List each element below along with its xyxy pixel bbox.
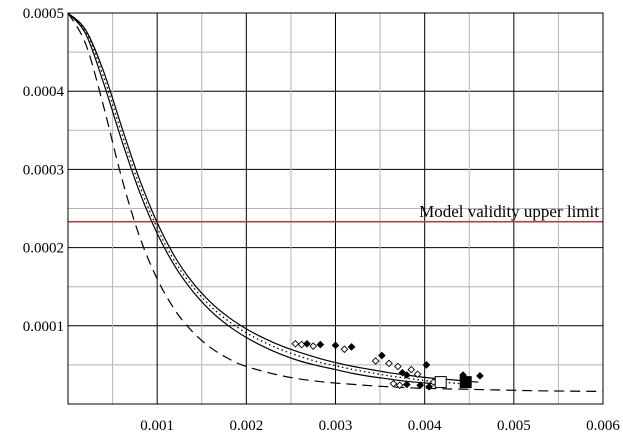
data-marker-diamond (331, 341, 340, 350)
series-line-2-dotted (67, 12, 461, 385)
data-marker-diamond (378, 351, 386, 360)
data-marker-square (459, 376, 472, 389)
x-tick-label: 0.005 (497, 418, 531, 434)
data-marker-diamond (407, 365, 416, 374)
data-marker-diamond (394, 362, 402, 371)
x-tick-label: 0.004 (408, 418, 442, 434)
y-tick-label: 0.0005 (23, 6, 64, 22)
data-marker-diamond (316, 340, 325, 349)
data-marker-diamond (425, 382, 433, 391)
x-tick-label: 0.003 (319, 418, 353, 434)
data-marker-diamond (371, 357, 380, 365)
data-marker-diamond (422, 361, 431, 369)
series-line-1-solid (67, 12, 479, 383)
y-tick-label: 0.0002 (23, 241, 64, 257)
x-tick-label: 0.002 (229, 418, 263, 434)
data-marker-diamond (340, 345, 349, 354)
data-marker-diamond (385, 359, 393, 368)
data-marker-diamond (416, 381, 425, 390)
grid (68, 13, 603, 404)
data-marker-diamond (402, 380, 411, 389)
data-marker-diamond (297, 340, 306, 349)
plot-frame (67, 12, 604, 405)
data-marker-diamond (347, 343, 356, 351)
y-tick-label: 0.0003 (23, 162, 64, 178)
data-marker-square (434, 376, 447, 389)
data-marker-diamond (291, 339, 300, 348)
x-tick-label: 0.006 (586, 418, 620, 434)
data-marker-diamond (395, 381, 404, 390)
x-tick-label: 0.001 (140, 418, 174, 434)
series-line-4-dashed (67, 12, 604, 393)
model-validity-upper-limit-label: Model validity upper limit (419, 202, 599, 221)
data-marker-diamond (413, 370, 422, 379)
markers (291, 339, 484, 391)
data-marker-diamond (389, 379, 398, 388)
data-marker-diamond (303, 339, 311, 348)
data-marker-diamond (402, 371, 411, 379)
series-line-3-solid (67, 12, 443, 385)
data-marker-diamond (476, 372, 484, 380)
tick-labels: 0.001 0.002 0.003 0.004 0.005 0.006 0.0001 0.00… (23, 6, 621, 434)
y-tick-label: 0.0001 (23, 319, 64, 335)
data-marker-diamond (309, 342, 318, 350)
y-tick-label: 0.0004 (23, 84, 65, 100)
